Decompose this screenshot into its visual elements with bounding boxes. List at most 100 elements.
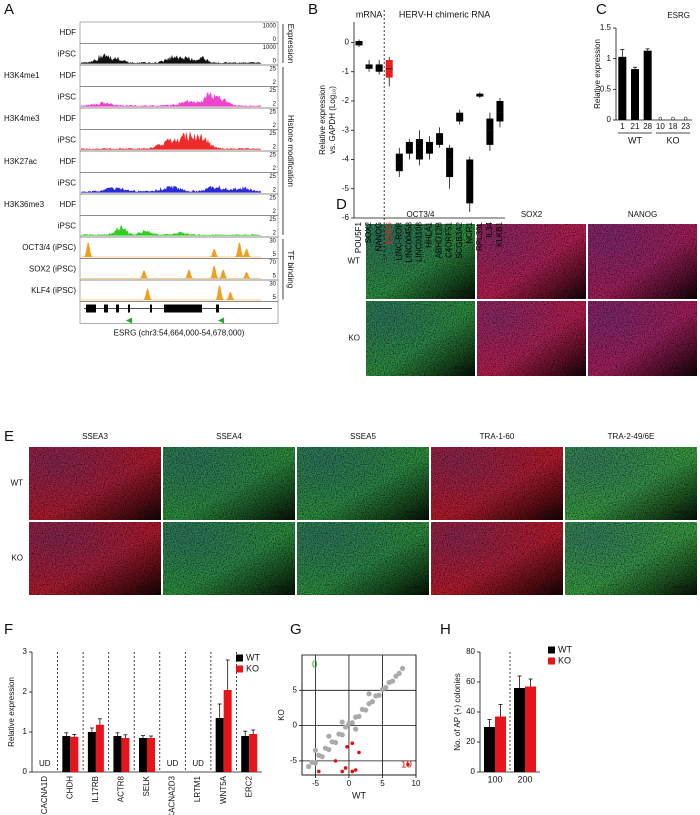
micrograph-shade [588,224,697,299]
track-box [79,150,279,173]
column-label: SSEA4 [216,432,242,441]
column-label: TRA-1-60 [480,432,515,441]
track-scale: 2 [273,123,277,129]
signal-track [81,285,261,301]
tss-arrow [218,317,224,324]
micrograph-shade [29,522,161,595]
annotation: 0 [312,660,318,671]
bar [241,736,250,772]
micrograph-shade [565,522,697,595]
legend-label: WT [246,652,260,662]
micrograph-shade [163,447,295,520]
point [406,762,410,767]
legend-label: KO [558,655,571,665]
box [466,159,474,204]
track-scale: 5 [273,274,277,280]
micrograph-shade [588,301,697,376]
bar [147,738,155,772]
track-box [79,193,279,216]
track-label: iPSC [58,178,76,187]
x-tick-label: 0 [347,779,352,788]
x-tick-label: 100 [487,774,502,784]
bar [70,736,79,772]
y-tick-label: 0.5 [600,84,612,93]
micrograph-shade [366,301,475,376]
legend-label: WT [558,644,572,654]
point [383,684,389,691]
column-label: SOX2 [521,210,543,219]
ud-label: UD [192,759,204,768]
track-box [79,64,279,87]
y-tick-label: 80 [466,647,475,656]
track-scale: 2 [273,145,277,151]
track-scale: 2 [273,102,277,108]
micrograph-shade [431,447,563,520]
x-tick-label: 10 [656,122,665,131]
column-label: OCT3/4 [406,210,435,219]
bar [618,56,627,120]
exon [128,304,130,313]
row-label: KO [11,554,23,563]
micrograph-shade [477,301,586,376]
track-label: OCT3/4 (iPSC) [22,243,76,252]
track-scale: 25 [269,196,276,202]
y-tick-label: 1 [23,727,28,736]
point [353,726,359,732]
y-tick-label: 0 [607,115,612,124]
exon [164,304,202,313]
y-tick-label: 2 [23,687,28,696]
x-tick-label: 28 [643,122,652,131]
track-label: HDF [60,28,77,37]
y-axis-label: KO [277,709,286,721]
y-tick-label: -4 [342,155,350,164]
exon [86,304,96,313]
x-tick-label: KLKB1 [495,221,504,246]
bar [62,736,71,772]
group-label: TF binding [286,250,295,288]
point [333,759,338,763]
x-tick-label: 23 [681,122,690,131]
y-tick-label: 1.5 [600,23,612,32]
group-label: KO [666,135,679,145]
y-tick-label: 0 [23,767,28,776]
signal-track [80,131,262,150]
x-tick-label: SELK [142,775,151,796]
mark-label: H3K36me3 [4,200,45,209]
mark-label: H3K4me3 [4,114,40,123]
x-axis-label: WT [352,790,366,800]
y-tick-label: 20 [466,737,475,746]
panel-letter: F [4,621,13,638]
point [350,769,355,774]
bar [631,69,639,120]
point [396,670,402,676]
track-box [79,279,279,302]
exon [216,304,219,313]
y-tick-label: -3 [342,125,350,134]
gene-box [79,301,279,324]
legend-swatch [548,657,555,665]
track-scale: 0 [273,37,277,43]
x-tick-label: CACNA2D3 [168,775,177,815]
point [357,750,361,755]
exon [150,304,152,313]
point [326,733,332,739]
micrograph-shade [366,224,475,299]
point [332,739,339,746]
point [366,691,372,697]
track-label: KLF4 (iPSC) [31,286,76,295]
y-tick-label: -1 [342,67,350,76]
legend-label: KO [246,663,259,673]
signal-track [81,265,261,279]
bar [87,732,96,772]
x-tick-label: ABHD12B [435,222,444,258]
point [389,678,396,684]
y-tick-label: 3 [23,647,28,656]
bar [215,718,224,772]
y-axis-label: Relative expression [593,39,602,109]
x-tick-label: 10 [412,779,421,788]
box [355,41,363,46]
track-scale: 25 [269,110,276,116]
x-tick-label: ACTR8 [117,775,126,802]
exon [104,304,108,313]
y-tick-label: 0 [345,38,350,47]
